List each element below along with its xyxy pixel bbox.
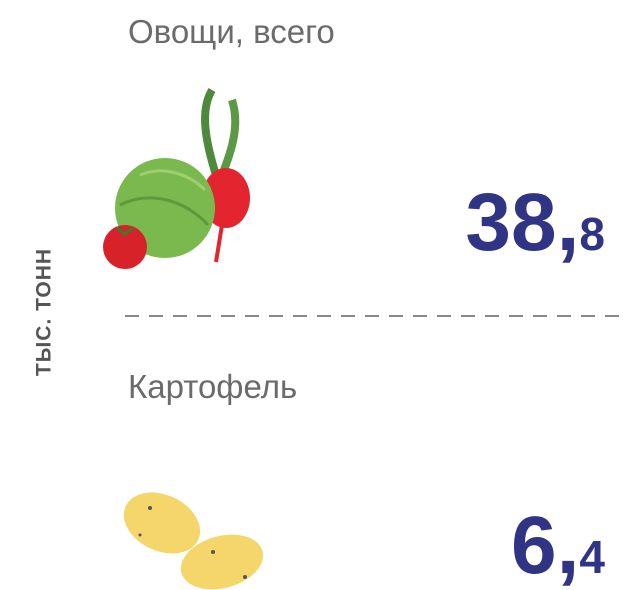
item-value: 6,4: [511, 500, 605, 590]
vegetables-icon: [103, 87, 250, 269]
value-fraction: 8: [579, 208, 605, 260]
value-whole: 38,: [465, 177, 579, 268]
value-whole: 6,: [511, 500, 579, 590]
item-label: Овощи, всего: [128, 13, 335, 50]
potatoes-icon: [123, 492, 264, 590]
item-label: Картофель: [128, 368, 297, 405]
value-fraction: 4: [579, 531, 605, 583]
item-value: 38,8: [465, 177, 605, 268]
unit-label: ТЫС. ТОНН: [33, 248, 56, 376]
